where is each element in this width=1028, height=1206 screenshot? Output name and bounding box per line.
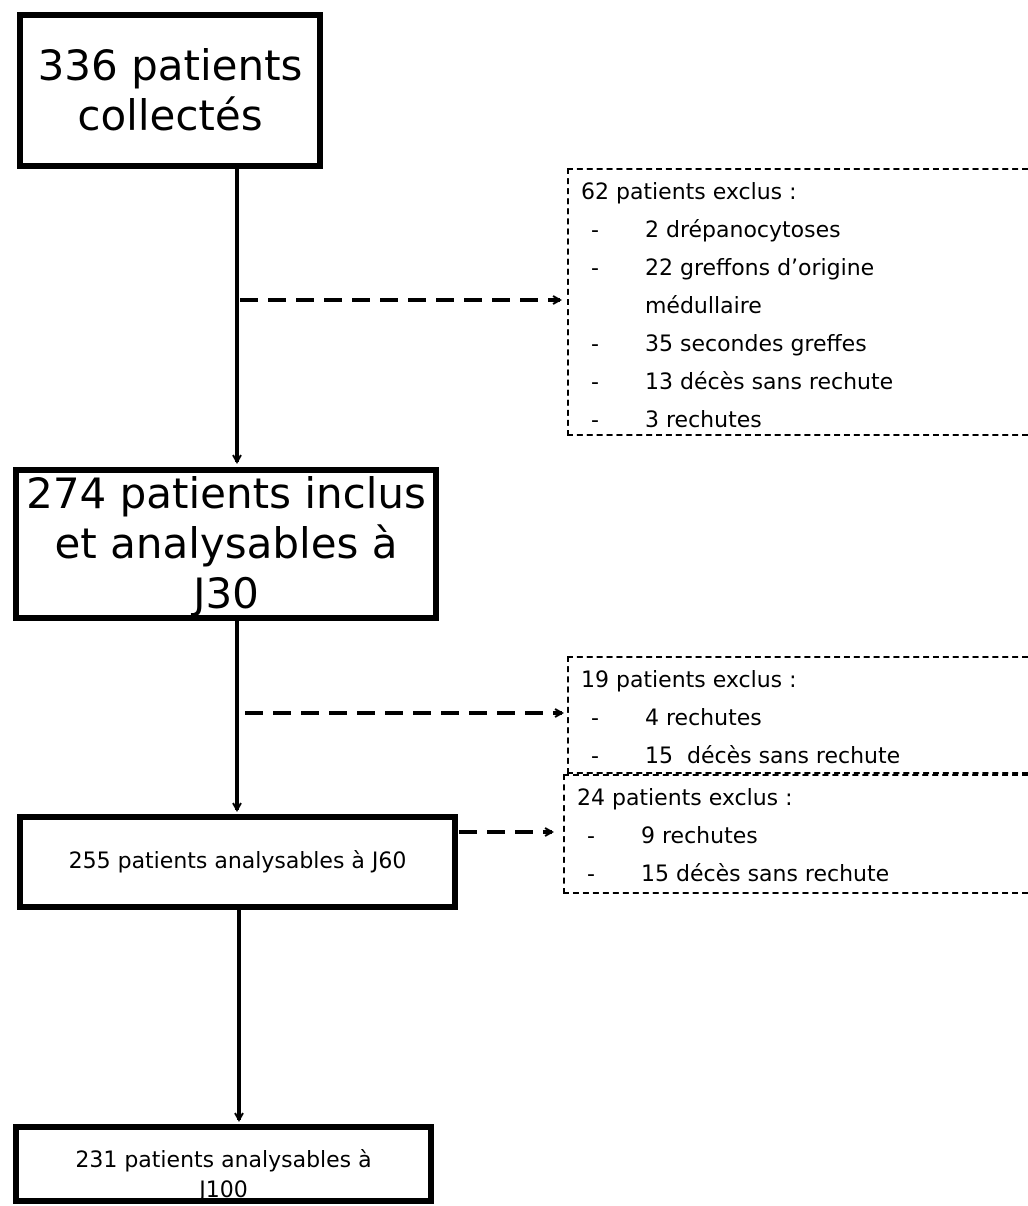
node-box: 336 patients collectés	[17, 12, 323, 169]
exclusion-item-text: 22 greffons d’origine médullaire	[645, 256, 882, 319]
exclusion-item-text: 3 rechutes	[645, 408, 762, 433]
exclusion-item: - 2 drépanocytoses	[581, 212, 1028, 250]
exclusion-item-text: 2 drépanocytoses	[645, 218, 841, 243]
exclusion-title: 19 patients exclus :	[581, 668, 797, 693]
bullet: -	[591, 256, 599, 281]
bullet: -	[591, 370, 599, 395]
bullet: -	[591, 408, 599, 433]
exclusion-item-text: 15 décès sans rechute	[641, 862, 890, 887]
exclusion-title: 62 patients exclus :	[581, 180, 797, 205]
exclusion-item: - 4 rechutes	[581, 700, 1028, 738]
bullet: -	[591, 218, 599, 243]
bullet: -	[587, 862, 595, 887]
exclusion-box: 19 patients exclus : - 4 rechutes - 15 décès…	[567, 656, 1028, 774]
node-label: 274 patients inclus	[26, 469, 426, 518]
node-label: 231 patients analysables à	[75, 1148, 372, 1173]
exclusion-item: - 3 rechutes	[581, 402, 1028, 440]
exclusion-item: - 22 greffons d’origine médullaire	[581, 250, 1028, 326]
exclusion-item: - 13 décès sans rechute	[581, 364, 1028, 402]
bullet: -	[591, 744, 599, 769]
exclusion-item: - 35 secondes greffes	[581, 326, 1028, 364]
node-label: 255 patients analysables à J60	[68, 849, 407, 874]
exclusion-item-text: 9 rechutes	[641, 824, 758, 849]
exclusion-item-text: 4 rechutes	[645, 706, 762, 731]
exclusion-item-text: 35 secondes greffes	[645, 332, 867, 357]
node-label: et analysables à J30	[54, 519, 398, 618]
bullet: -	[587, 824, 595, 849]
bullet: -	[591, 332, 599, 357]
exclusion-box: 24 patients exclus : - 9 rechutes - 15 décès…	[563, 774, 1028, 894]
exclusion-item: - 15 décès sans rechute	[577, 856, 1028, 894]
node-label: 336 patients	[37, 40, 303, 90]
exclusion-item: - 9 rechutes	[577, 818, 1028, 856]
exclusion-item-text: 13 décès sans rechute	[645, 370, 894, 395]
exclusion-box: 62 patients exclus : - 2 drépanocytoses - 22…	[567, 168, 1028, 436]
exclusion-item-text: 15 décès sans rechute	[645, 744, 901, 769]
node-label: collectés	[77, 90, 263, 140]
exclusion-title: 24 patients exclus :	[577, 786, 793, 811]
node-box: 255 patients analysables à J60	[17, 814, 458, 910]
exclusion-item: - 15 décès sans rechute	[581, 738, 1028, 776]
node-label: J100	[199, 1178, 248, 1203]
node-box: 231 patients analysables à J100	[13, 1124, 434, 1204]
node-box: 274 patients inclus et analysables à J30	[13, 467, 439, 621]
bullet: -	[591, 706, 599, 731]
